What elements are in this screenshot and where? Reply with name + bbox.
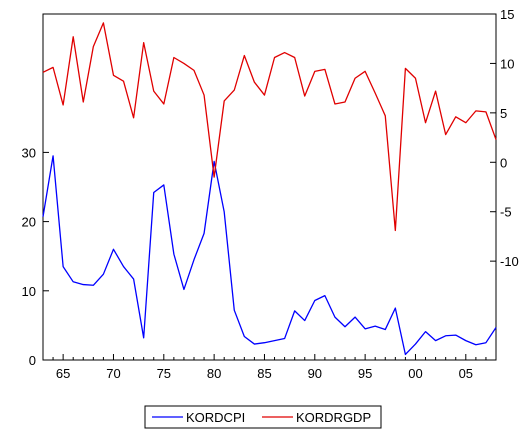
x-tick-label: 05 [459,366,473,381]
right-tick-label: -10 [500,254,519,269]
legend: KORDCPI KORDRGDP [144,405,382,429]
series-lines [42,22,497,356]
left-tick-label: 30 [22,145,36,160]
series-line-kordcpi [42,155,497,356]
x-axis: 65 70 75 80 85 90 95 00 05 [42,354,497,381]
series-line-kordrgdp [42,22,497,232]
x-tick-label: 95 [358,366,372,381]
x-tick-label: 70 [106,366,120,381]
plot-frame [42,13,497,361]
x-tick-label: 00 [408,366,422,381]
left-y-axis: 0 10 20 30 [22,145,49,368]
right-tick-label: 15 [500,7,514,22]
right-tick-label: -5 [500,205,512,220]
x-tick-label: 65 [56,366,70,381]
x-tick-label: 80 [207,366,221,381]
left-tick-label: 10 [22,284,36,299]
x-tick-label: 75 [157,366,171,381]
right-tick-label: 0 [500,155,507,170]
left-tick-label: 0 [29,353,36,368]
legend-label-kordrgdp: KORDRGDP [296,410,371,425]
legend-label-kordcpi: KORDCPI [186,410,245,425]
right-tick-label: 5 [500,106,507,121]
x-tick-label: 85 [257,366,271,381]
left-tick-label: 20 [22,215,36,230]
right-tick-label: 10 [500,56,514,71]
x-tick-label: 90 [308,366,322,381]
right-y-axis: -10 -5 0 5 10 15 [490,7,519,269]
